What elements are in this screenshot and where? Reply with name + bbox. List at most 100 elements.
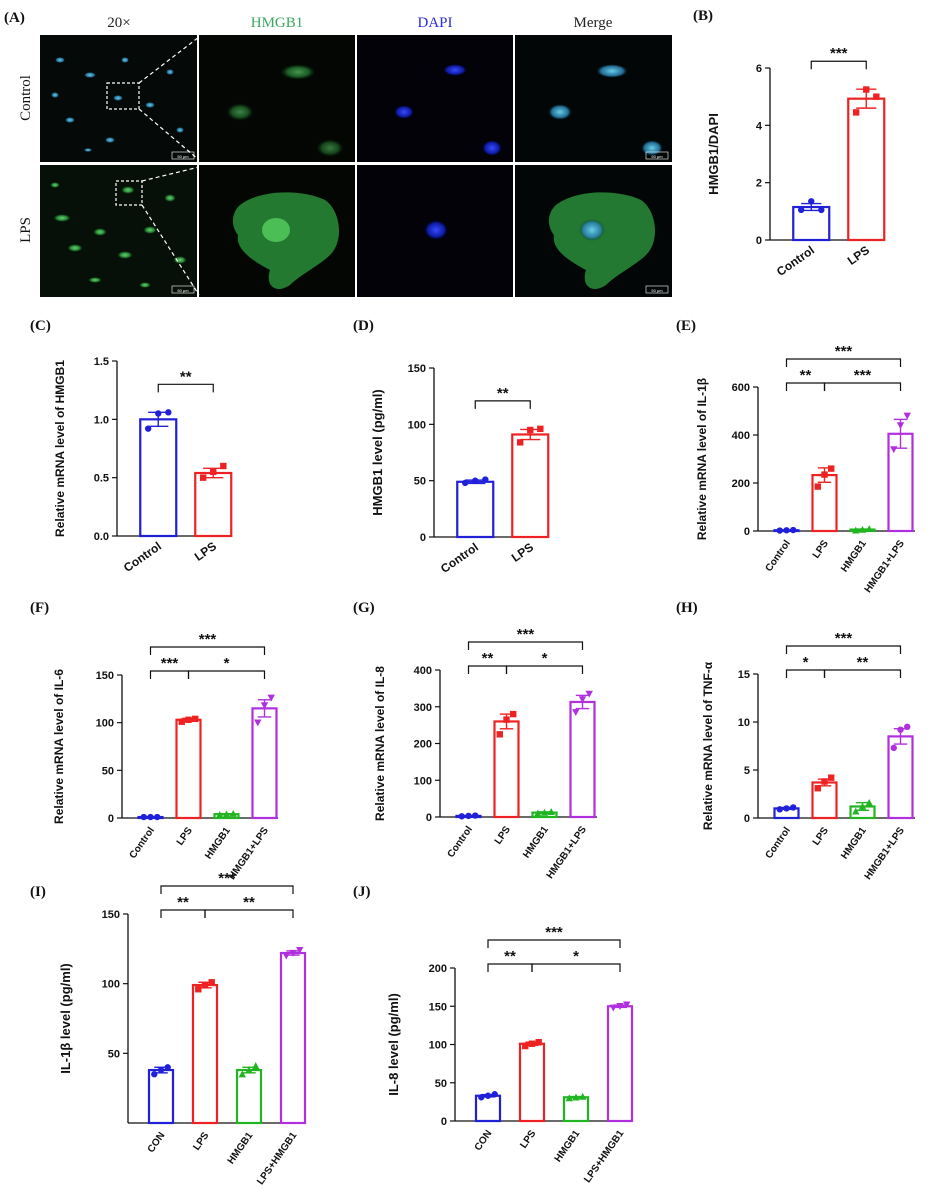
significance-marker: ** [497,385,509,402]
y-axis-label: IL-1β level (pg/ml) [58,963,73,1074]
y-tick-label: 0 [441,1116,447,1128]
lps-merge-cell [548,192,656,290]
data-point [151,1071,158,1078]
data-point [238,1070,246,1078]
panel-label: (C) [30,318,51,334]
y-axis-label: HMGB1 level (pg/ml) [370,389,385,515]
y-tick-label: 10 [738,717,750,729]
data-point [609,1004,617,1012]
bar-lps-hmgb1 [279,951,307,1125]
panel-label: (B) [693,8,713,24]
y-tick-label: 0 [744,526,750,538]
y-tick-label: 4 [756,120,763,132]
significance-marker: *** [835,630,853,647]
bar-hmgb1-lps [251,707,278,820]
y-tick-label: 50 [102,765,114,777]
data-point [904,723,911,730]
data-point [616,1003,624,1010]
significance-bracket [785,382,826,391]
control-hmgb1-signal [226,64,344,157]
significance-marker: ** [504,948,516,965]
control-dapi-nuclei [394,64,502,156]
significance-marker: * [224,655,230,672]
bar-control [139,418,178,538]
data-point [267,694,275,702]
scale-bar-control-merge: 50 μm [651,154,663,159]
significance-bracket [785,358,902,367]
significance-bracket [823,382,902,391]
significance-bracket [467,665,508,674]
data-point [216,810,224,818]
y-tick-label: 200 [414,739,432,751]
data-point [289,949,297,957]
data-point [585,690,593,698]
y-tick-label: 0.0 [94,531,109,543]
panel-label: (D) [353,318,374,334]
data-point [776,806,783,813]
significance-bracket [187,670,266,679]
data-point [472,812,479,819]
data-point [210,468,217,476]
data-point [863,86,870,93]
significance-bracket [505,665,584,674]
data-point [222,810,231,818]
data-point [199,474,207,481]
x-tick-label: LPS [509,540,536,565]
panel-label: (F) [30,600,49,616]
chart-f: (F) 0 50 100 150 Relative mRNA level of IL-6 C… [30,600,278,882]
col-header-hmgb1: HMGB1 [251,15,304,31]
col-header-dapi: DAPI [417,15,452,31]
significance-bracket [467,641,584,650]
y-tick-label: 50 [435,1078,447,1090]
y-tick-label: 1.0 [94,414,109,426]
x-tick-label: LPS [175,825,195,848]
data-point [572,1093,580,1101]
x-tick-label: LPS+HMGB1 [255,1130,299,1187]
bar-lps [194,471,233,538]
data-point [510,710,517,718]
panel-label: (J) [353,884,371,900]
data-point [897,726,904,733]
data-point [472,477,479,484]
y-tick-label: 200 [732,478,750,490]
bar-con [147,1068,175,1125]
significance-bracket [785,645,902,654]
data-point [140,813,147,821]
y-tick-label: 6 [756,63,762,75]
data-point [797,206,805,214]
x-tick-label: LPS [811,825,831,848]
significance-marker: ** [482,650,494,667]
data-point [522,1042,529,1050]
data-point [865,798,873,806]
significance-marker: ** [177,894,189,911]
bar-hmgb1-lps [569,700,596,819]
x-tick-label: LPS [811,538,831,561]
y-tick-label: 150 [429,1001,447,1013]
data-point [790,526,797,534]
x-tick-label: CON [146,1130,168,1155]
data-point [858,802,867,810]
significance-bracket [160,909,206,918]
data-point [852,526,860,534]
data-point [783,805,790,812]
data-point [858,525,867,533]
significance-bracket [487,939,621,948]
data-point [229,810,237,817]
data-point [208,979,215,986]
data-point [547,808,555,816]
significance-marker: ** [857,654,869,671]
panel-label: (H) [676,600,698,616]
data-point [814,785,821,792]
chart-g: (G) 0 100 200 300 400 Relative mRNA level of I… [353,600,597,881]
bar-lps [175,718,202,820]
lps-dapi-nucleus [424,220,448,240]
data-point [896,422,905,430]
row-label-control: Control [18,75,34,121]
control-20x-cells [51,57,184,152]
y-tick-label: 300 [414,702,432,714]
data-point [821,778,828,785]
data-point [814,483,821,490]
y-axis-label: Relative mRNA level of IL-6 [52,669,66,824]
significance-marker: *** [854,367,872,384]
